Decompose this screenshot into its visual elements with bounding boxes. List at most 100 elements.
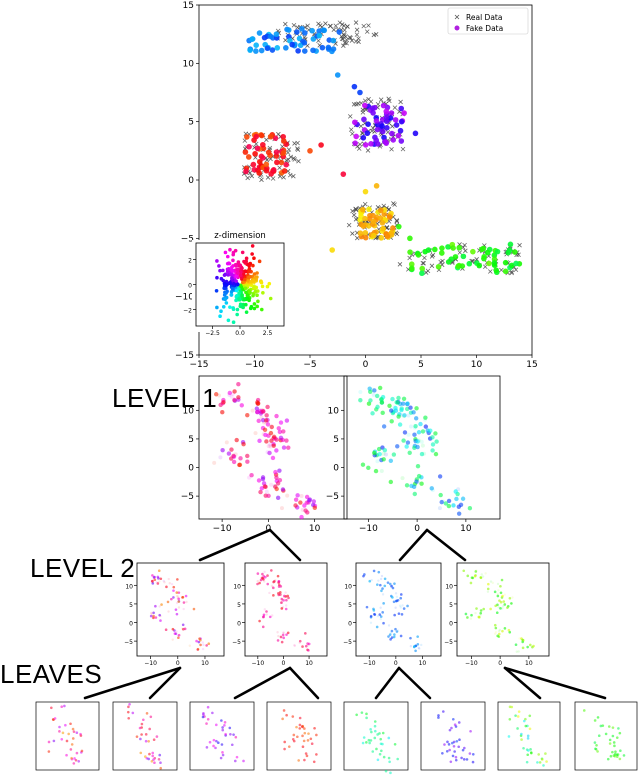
real-data-point (292, 141, 297, 146)
data-point (232, 397, 237, 403)
y-tick-label: 5 (449, 602, 453, 609)
data-point (401, 396, 407, 401)
data-point (149, 614, 153, 618)
data-point (177, 597, 181, 601)
data-point (286, 445, 291, 450)
x-tick-label: 0 (363, 360, 369, 370)
data-point (418, 421, 423, 427)
real-data-point (295, 147, 301, 153)
data-point (165, 585, 168, 589)
inset-point (243, 286, 248, 291)
real-data-point (368, 99, 374, 104)
faint-point (469, 617, 473, 620)
real-data-point (509, 270, 514, 276)
faint-point (383, 452, 388, 457)
data-point (237, 462, 242, 468)
real-data-point (281, 175, 286, 180)
data-point (470, 613, 473, 617)
fake-data-point (389, 130, 395, 137)
fake-data-point (329, 247, 336, 253)
data-point (390, 584, 393, 588)
data-point (462, 569, 466, 573)
faint-point (170, 582, 174, 586)
faint-point (474, 611, 477, 615)
data-point (389, 419, 394, 424)
faint-point (370, 578, 373, 582)
inset-point (236, 282, 240, 287)
data-point (220, 448, 225, 453)
data-point (460, 496, 466, 501)
fake-data-point (407, 249, 413, 255)
leaf-point (608, 742, 612, 745)
fake-data-point (398, 138, 405, 144)
data-point (256, 572, 260, 575)
fake-data-point (377, 215, 384, 221)
inset-point (221, 304, 226, 309)
data-point (175, 591, 179, 594)
leaf-point (437, 716, 440, 719)
inset-point (247, 298, 251, 303)
data-point (388, 458, 394, 463)
data-point (495, 611, 499, 614)
leaf-point (297, 759, 300, 762)
data-point (372, 607, 375, 611)
inset-point (215, 275, 219, 280)
inset-point (244, 256, 249, 261)
inset-point (235, 267, 240, 272)
data-point (281, 633, 285, 637)
inset-point (218, 314, 222, 319)
data-point (401, 438, 406, 443)
faint-point (481, 575, 485, 578)
faint-point (285, 604, 288, 607)
data-point (497, 635, 501, 638)
data-point (221, 399, 226, 405)
y-tick-label: 10 (445, 583, 453, 590)
leaf-point (212, 738, 216, 742)
leaf-point (281, 717, 284, 721)
fake-data-point (450, 245, 456, 251)
faint-point (201, 641, 205, 644)
real-data-point (387, 98, 392, 104)
leaf-point (64, 723, 67, 727)
data-point (172, 596, 175, 599)
faint-point (394, 592, 398, 595)
faint-point (517, 650, 520, 653)
fake-data-point (366, 206, 372, 213)
data-point (277, 468, 282, 473)
fake-data-point (452, 254, 459, 260)
fake-data-point (320, 27, 327, 33)
leaf-point (285, 713, 288, 717)
leaf-point (153, 761, 156, 765)
real-data-point (341, 43, 346, 48)
fake-data-point (285, 27, 292, 33)
leaf-point (60, 705, 64, 708)
data-point (172, 585, 176, 589)
fake-data-point (445, 259, 452, 265)
data-point (381, 457, 386, 462)
fake-data-point (325, 44, 332, 51)
leaf-point (448, 748, 451, 752)
data-point (174, 632, 178, 636)
leaf-point (616, 753, 620, 756)
fake-data-point (502, 259, 509, 266)
real-data-point (386, 206, 392, 212)
x-tick-label: 0 (498, 660, 502, 667)
data-point (381, 424, 387, 429)
real-data-point (265, 175, 271, 180)
leaf-point (388, 760, 391, 764)
fake-data-point (459, 263, 466, 269)
data-point (262, 615, 265, 619)
y-tick-label: −5 (232, 639, 241, 646)
leaf-point (528, 714, 532, 718)
fake-data-point (415, 252, 422, 258)
fake-data-point (512, 249, 518, 255)
fake-data-point (260, 141, 266, 148)
y-tick-label: 10 (328, 406, 340, 416)
data-point (276, 639, 280, 642)
data-point (438, 492, 443, 498)
data-point (501, 594, 504, 598)
faint-point (501, 607, 504, 610)
faint-point (282, 631, 285, 635)
data-point (231, 453, 236, 459)
data-point (262, 613, 266, 617)
